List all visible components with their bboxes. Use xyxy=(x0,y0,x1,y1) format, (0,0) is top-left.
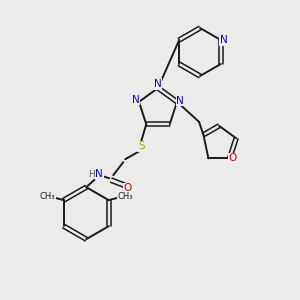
Text: CH₃: CH₃ xyxy=(40,192,56,201)
Text: N: N xyxy=(220,35,228,45)
Text: O: O xyxy=(229,153,237,164)
Text: S: S xyxy=(138,141,145,151)
Text: O: O xyxy=(123,183,131,193)
Text: N: N xyxy=(132,95,140,105)
Text: N: N xyxy=(176,96,184,106)
Text: N: N xyxy=(95,169,103,179)
Text: N: N xyxy=(154,79,162,89)
Text: H: H xyxy=(88,170,94,179)
Text: CH₃: CH₃ xyxy=(117,192,133,201)
